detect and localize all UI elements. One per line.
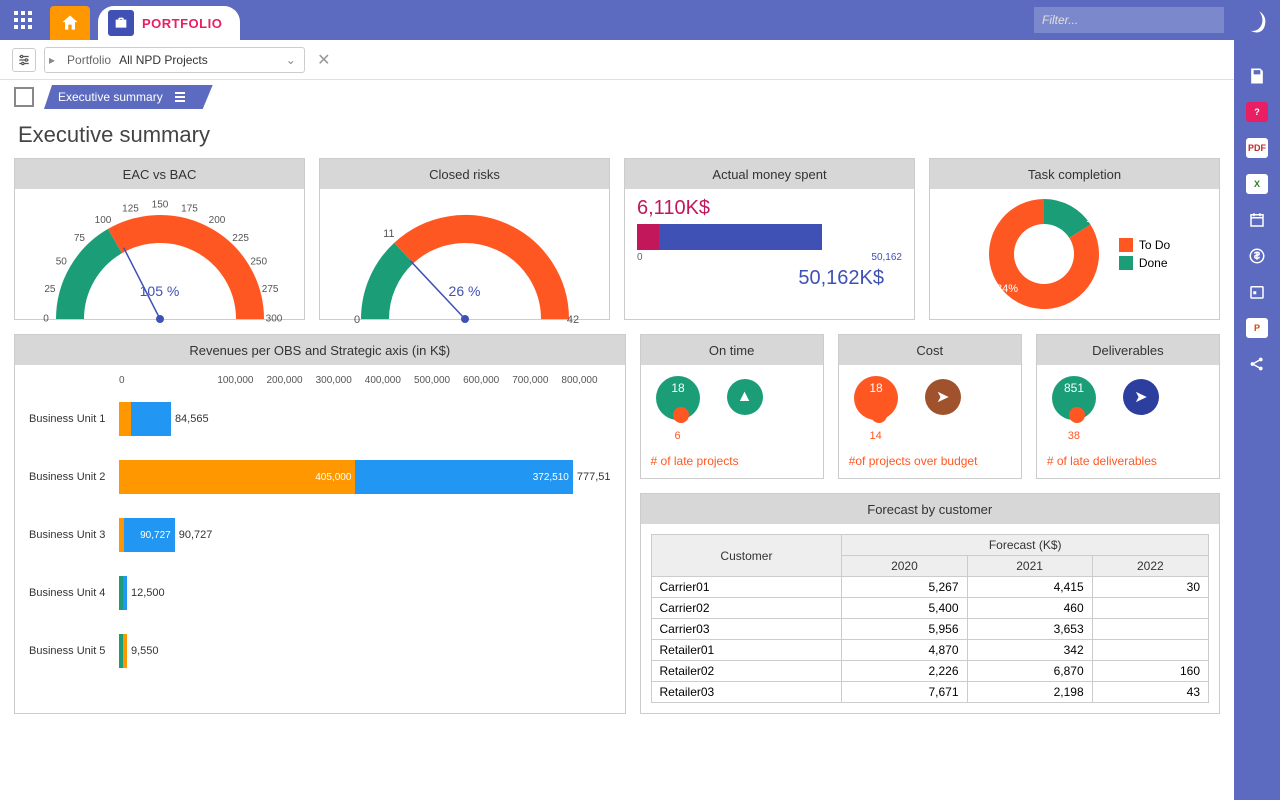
table-row: Carrier015,2674,41530 <box>651 577 1208 598</box>
svg-text:0: 0 <box>43 314 49 325</box>
kpi-footer: # of late projects <box>641 450 823 478</box>
portfolio-selector[interactable]: ▸ Portfolio All NPD Projects ⌄ <box>44 47 305 73</box>
portfolio-selector-label: Portfolio <box>59 53 115 67</box>
ribbon-tab-label: Executive summary <box>58 90 163 104</box>
forecast-table: CustomerForecast (K$)202020212022Carrier… <box>651 534 1209 703</box>
table-row: Carrier035,9563,653 <box>651 619 1208 640</box>
kpi-status-icon: ▲ <box>727 379 763 415</box>
revenue-row: Business Unit 390,72790,727 <box>29 510 611 560</box>
executive-summary-tab[interactable]: Executive summary <box>44 85 213 109</box>
tab-menu-icon[interactable] <box>175 92 185 102</box>
top-bar: PORTFOLIO <box>0 0 1280 40</box>
gauge-value: 26 % <box>449 283 481 299</box>
svg-text:42: 42 <box>566 314 578 326</box>
portfolio-selector-value: All NPD Projects <box>115 53 278 67</box>
card-title: On time <box>641 335 823 365</box>
view-settings-icon[interactable] <box>12 48 36 72</box>
card-title: Task completion <box>930 159 1219 189</box>
revenue-row: Business Unit 59,550 <box>29 626 611 676</box>
money-top-value: 6,110K$ <box>625 189 914 224</box>
svg-text:200: 200 <box>208 215 225 226</box>
revenue-card: Revenues per OBS and Strategic axis (in … <box>14 334 626 714</box>
layout-toggle-icon[interactable] <box>14 87 34 107</box>
kpi-card: Deliverables 851 38 ➤ # of late delivera… <box>1036 334 1220 479</box>
revenue-row: Business Unit 184,565 <box>29 394 611 444</box>
card-title: Deliverables <box>1037 335 1219 365</box>
svg-text:300: 300 <box>265 314 282 325</box>
gauge-value: 105 % <box>140 283 180 299</box>
svg-text:175: 175 <box>181 204 198 215</box>
table-row: Retailer014,870342 <box>651 640 1208 661</box>
share-icon[interactable] <box>1241 348 1273 380</box>
apps-icon[interactable] <box>8 5 38 35</box>
ppt-export-icon[interactable]: P <box>1241 312 1273 344</box>
svg-text:50: 50 <box>55 257 67 268</box>
table-row: Carrier025,400460 <box>651 598 1208 619</box>
svg-text:84%: 84% <box>996 283 1018 295</box>
briefcase-icon <box>108 10 134 36</box>
svg-text:250: 250 <box>250 257 267 268</box>
chevron-down-icon: ⌄ <box>278 53 304 67</box>
kpi-footer: # of late deliverables <box>1037 450 1219 478</box>
filter-input[interactable] <box>1034 7 1224 33</box>
svg-text:100: 100 <box>94 215 111 226</box>
kpi-status-icon: ➤ <box>1123 379 1159 415</box>
brand-logo-icon <box>1241 6 1273 38</box>
svg-text:125: 125 <box>122 204 139 215</box>
svg-text:18: 18 <box>671 381 685 395</box>
money-bar <box>637 224 902 250</box>
kpi-footer: #of projects over budget <box>839 450 1021 478</box>
task-completion-card: Task completion 16% 84% To DoDone <box>929 158 1220 320</box>
svg-text:851: 851 <box>1064 381 1084 395</box>
card-title: Closed risks <box>320 159 609 189</box>
kpi-card: On time 18 6 ▲ # of late projects <box>640 334 824 479</box>
money-scale-max: 50,162 <box>871 252 902 263</box>
card-title: Forecast by customer <box>641 494 1219 524</box>
donut-legend: To DoDone <box>1119 234 1170 274</box>
kpi-card: Cost 18 14 ➤ #of projects over budget <box>838 334 1022 479</box>
svg-text:18: 18 <box>869 381 883 395</box>
ribbon-row: Executive summary <box>0 80 1280 114</box>
home-tab[interactable] <box>50 6 90 40</box>
save-icon[interactable] <box>1241 60 1273 92</box>
xls-export-icon[interactable]: X <box>1241 168 1273 200</box>
money-scale-min: 0 <box>637 252 643 263</box>
svg-text:225: 225 <box>232 233 249 244</box>
svg-text:11: 11 <box>383 228 394 240</box>
pdf-export-icon[interactable]: PDF <box>1241 132 1273 164</box>
forecast-card: Forecast by customer CustomerForecast (K… <box>640 493 1220 714</box>
kpi-status-icon: ➤ <box>925 379 961 415</box>
card-title: Cost <box>839 335 1021 365</box>
card-title: Actual money spent <box>625 159 914 189</box>
closed-risks-card: Closed risks 0114226 % <box>319 158 610 320</box>
revenue-row: Business Unit 412,500 <box>29 568 611 618</box>
portfolio-tab[interactable]: PORTFOLIO <box>98 6 240 40</box>
svg-text:0: 0 <box>353 314 359 326</box>
table-row: Retailer022,2266,870160 <box>651 661 1208 682</box>
clear-selector-icon[interactable]: ✕ <box>313 50 335 70</box>
svg-text:16%: 16% <box>1086 213 1108 225</box>
svg-text:25: 25 <box>44 284 56 295</box>
eac-vs-bac-card: EAC vs BAC 02550751001251501752002252502… <box>14 158 305 320</box>
help-icon[interactable]: ? <box>1241 96 1273 128</box>
table-row: Retailer037,6712,19843 <box>651 682 1208 703</box>
card-title: EAC vs BAC <box>15 159 304 189</box>
selector-row: ▸ Portfolio All NPD Projects ⌄ ✕ <box>0 40 1280 80</box>
svg-text:75: 75 <box>73 233 85 244</box>
revenue-row: Business Unit 2405,000372,510777,51 <box>29 452 611 502</box>
date-icon[interactable] <box>1241 276 1273 308</box>
right-rail: ? PDF X P <box>1234 0 1280 800</box>
svg-text:275: 275 <box>261 284 278 295</box>
main-content: Executive summary EAC vs BAC 0 25 50 75 100 1… <box>0 114 1234 800</box>
dollar-icon[interactable] <box>1241 240 1273 272</box>
page-title: Executive summary <box>18 122 1220 148</box>
svg-text:150: 150 <box>151 200 168 211</box>
calendar-icon[interactable] <box>1241 204 1273 236</box>
money-bottom-value: 50,162K$ <box>625 263 914 290</box>
money-spent-card: Actual money spent 6,110K$ 0 50,162 50,16… <box>624 158 915 320</box>
portfolio-tab-label: PORTFOLIO <box>142 16 222 31</box>
